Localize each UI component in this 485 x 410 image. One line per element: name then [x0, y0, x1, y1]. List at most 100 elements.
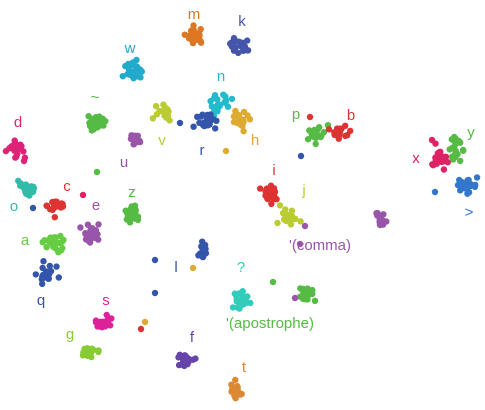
label-v: v [158, 132, 166, 149]
point-outlier [296, 240, 304, 248]
point-w [126, 70, 133, 78]
point-k [228, 40, 235, 47]
points-layer [2, 22, 481, 402]
point-w [125, 60, 132, 68]
point-g [88, 346, 95, 353]
point-greater-than [473, 174, 481, 181]
point-question [237, 300, 244, 307]
point-z [124, 213, 132, 220]
label-m: m [188, 6, 201, 23]
point-z [134, 213, 142, 220]
point-j [286, 216, 294, 223]
point-w [119, 73, 127, 80]
point-p [312, 134, 319, 141]
label-l: l [174, 259, 177, 276]
point-r [212, 125, 219, 132]
point-outlier [306, 113, 314, 121]
point-g [95, 348, 102, 356]
point-outlier [29, 204, 37, 212]
point-outlier [151, 289, 159, 297]
point-e [77, 224, 84, 231]
point-q [45, 275, 52, 282]
point-q [55, 274, 62, 281]
point-apostrophe [300, 288, 307, 296]
label-r: r [200, 142, 205, 159]
point-j [292, 215, 299, 222]
point-apostrophe [311, 297, 319, 304]
point-comma [374, 212, 381, 219]
point-h [230, 118, 238, 126]
point-j [280, 216, 288, 223]
cluster-labels-layer: m k w n ~ v u r h p b d x y > o c z e i j a '(comma) l q? '(apost… [10, 6, 475, 376]
point-outlier [431, 188, 439, 196]
point-i [257, 185, 264, 192]
point-k [235, 38, 243, 45]
label-s: s [102, 292, 110, 309]
point-v [164, 106, 171, 114]
point-f [183, 354, 191, 361]
point-m [188, 32, 195, 40]
point-y [457, 157, 464, 165]
point-v [152, 102, 160, 110]
point-l [200, 253, 207, 260]
point-k [244, 37, 251, 44]
point-u [131, 136, 138, 143]
point-o [17, 182, 24, 189]
point-d [15, 145, 22, 152]
label-x: x [412, 150, 420, 167]
point-question [247, 299, 254, 307]
point-q [40, 258, 47, 265]
point-p [312, 140, 319, 148]
point-m [193, 33, 201, 40]
point-t [232, 376, 239, 384]
point-tilde [87, 123, 94, 130]
point-m [197, 26, 204, 33]
label-t: t [242, 359, 247, 376]
point-q [39, 280, 46, 288]
label-f: f [190, 329, 195, 346]
point-apostrophe [299, 295, 307, 303]
point-h [230, 113, 238, 120]
point-c [51, 200, 59, 208]
point-h [244, 112, 251, 119]
point-s [94, 323, 101, 330]
point-r [213, 117, 220, 125]
point-greater-than [471, 183, 479, 190]
point-l [195, 252, 202, 259]
label-greater-than: > [465, 204, 474, 221]
label-u: u [120, 154, 128, 171]
label-z: z [128, 184, 136, 201]
point-x [437, 148, 444, 156]
point-b [325, 126, 333, 133]
point-a [45, 238, 53, 245]
point-h [240, 128, 247, 135]
point-a [43, 244, 50, 251]
point-s [97, 318, 104, 325]
point-question [229, 304, 237, 311]
point-outlier [301, 222, 309, 230]
point-m [190, 25, 197, 32]
point-w [138, 68, 145, 75]
point-q [32, 271, 39, 278]
point-p [314, 126, 321, 134]
label-j: j [301, 182, 305, 199]
point-b [342, 122, 349, 129]
label-h: h [251, 132, 259, 149]
point-t [228, 381, 235, 388]
point-d [12, 140, 19, 147]
point-outlier [291, 294, 299, 302]
point-e [95, 221, 102, 228]
point-outlier [20, 157, 28, 165]
point-outlier [176, 119, 184, 127]
point-i [265, 187, 273, 194]
point-r [190, 123, 197, 130]
point-h [238, 121, 245, 128]
point-tilde [102, 117, 109, 125]
label-q: q [37, 292, 45, 309]
point-comma [379, 217, 386, 224]
point-r [205, 113, 212, 120]
point-f [189, 356, 197, 363]
point-k [230, 47, 238, 54]
point-outlier [137, 325, 145, 333]
